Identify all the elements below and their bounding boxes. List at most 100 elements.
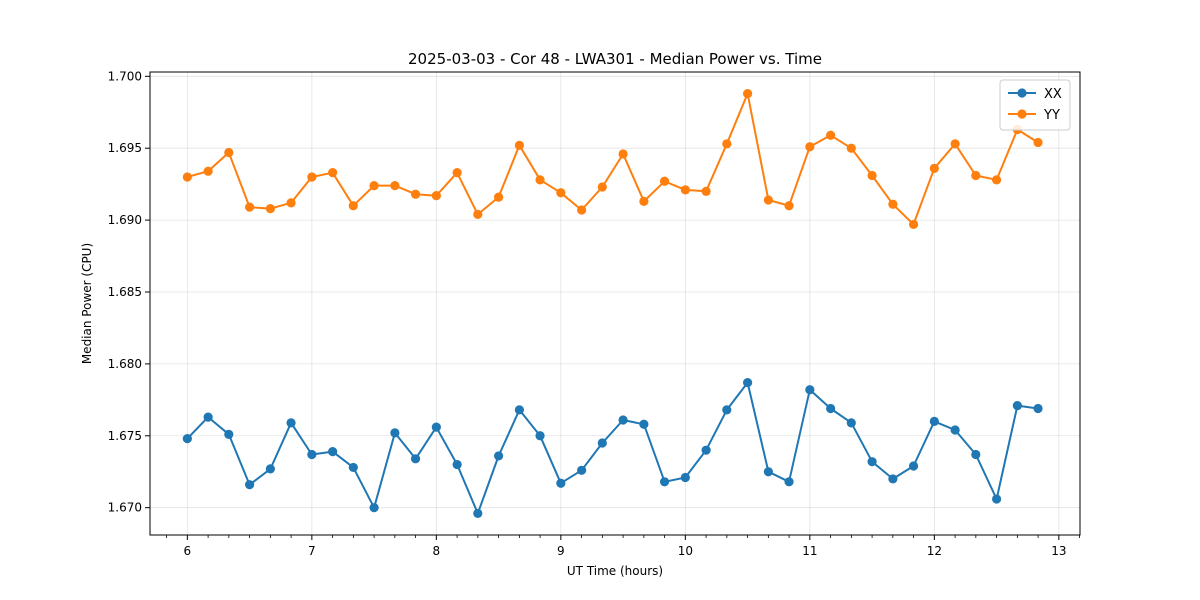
data-point-yy xyxy=(597,182,607,192)
data-point-xx xyxy=(244,480,255,490)
x-tick-label: 8 xyxy=(433,544,441,558)
data-point-yy xyxy=(971,170,981,181)
data-point-xx xyxy=(929,416,939,427)
data-point-xx xyxy=(659,477,670,487)
x-tick-label: 6 xyxy=(184,544,192,558)
data-point-xx xyxy=(203,412,213,422)
x-tick-label: 10 xyxy=(678,544,693,558)
data-point-yy xyxy=(224,147,234,158)
y-tick-label: 1.680 xyxy=(108,357,142,371)
legend: XX YY xyxy=(999,79,1071,131)
data-point-yy xyxy=(577,205,587,215)
data-point-yy xyxy=(348,201,358,211)
data-point-xx xyxy=(908,461,919,471)
data-point-xx xyxy=(950,425,960,435)
data-point-yy xyxy=(805,142,815,152)
data-point-yy xyxy=(473,209,483,219)
x-tick-label: 11 xyxy=(802,544,817,558)
legend-label-xx: XX xyxy=(1044,87,1062,102)
data-point-yy xyxy=(950,139,960,149)
data-point-yy xyxy=(618,149,628,159)
data-point-yy xyxy=(680,185,690,195)
data-point-xx xyxy=(826,403,836,414)
x-tick-label: 12 xyxy=(927,544,942,558)
data-point-xx xyxy=(618,415,628,425)
x-tick-label: 13 xyxy=(1051,544,1066,558)
data-point-xx xyxy=(680,472,690,483)
y-tick-label: 1.685 xyxy=(108,285,142,299)
data-point-xx xyxy=(722,405,732,415)
data-point-xx xyxy=(410,454,421,464)
data-point-yy xyxy=(203,166,213,176)
data-point-yy xyxy=(701,186,711,196)
data-point-xx xyxy=(805,385,815,395)
legend-marker-yy xyxy=(1017,109,1027,119)
data-point-yy xyxy=(286,198,296,208)
data-point-yy xyxy=(908,219,919,230)
plot-frame xyxy=(149,71,1081,536)
series-line-xx xyxy=(186,381,1039,515)
data-point-yy xyxy=(929,163,939,173)
y-tick-label: 1.670 xyxy=(108,501,142,515)
data-point-xx xyxy=(971,449,981,460)
data-point-xx xyxy=(701,445,711,455)
data-point-yy xyxy=(784,201,794,211)
data-point-xx xyxy=(535,431,545,441)
data-point-xx xyxy=(473,508,483,519)
data-point-xx xyxy=(286,418,296,428)
data-point-xx xyxy=(991,494,1002,504)
data-point-xx xyxy=(369,503,379,513)
data-point-xx xyxy=(307,449,317,460)
data-point-yy xyxy=(991,175,1002,185)
data-point-xx xyxy=(639,419,649,429)
y-tick-label: 1.690 xyxy=(108,213,142,227)
data-point-xx xyxy=(888,474,898,484)
data-point-xx xyxy=(265,464,275,474)
data-point-yy xyxy=(722,139,732,149)
data-point-yy xyxy=(265,203,275,214)
data-point-yy xyxy=(742,88,753,99)
legend-marker-xx xyxy=(1017,88,1027,98)
data-point-yy xyxy=(369,180,379,191)
data-point-xx xyxy=(556,478,566,488)
data-point-yy xyxy=(410,189,421,199)
legend-label-yy: YY xyxy=(1043,108,1060,123)
data-point-xx xyxy=(577,465,587,475)
data-point-xx xyxy=(1033,403,1043,414)
data-point-xx xyxy=(224,429,234,439)
grid xyxy=(150,72,1080,535)
x-tick-label: 9 xyxy=(557,544,565,558)
x-tick-label: 7 xyxy=(308,544,316,558)
plot-series xyxy=(182,88,1043,519)
data-point-yy xyxy=(1033,137,1043,148)
data-point-yy xyxy=(328,168,338,178)
data-point-xx xyxy=(493,451,504,461)
data-point-yy xyxy=(846,143,856,153)
chart-title: 2025-03-03 - Cor 48 - LWA301 - Median Po… xyxy=(408,50,822,68)
data-point-yy xyxy=(639,196,649,207)
data-point-yy xyxy=(452,168,462,178)
data-point-xx xyxy=(348,462,358,473)
data-point-xx xyxy=(742,377,753,388)
data-point-xx xyxy=(763,467,773,477)
x-axis-title: UT Time (hours) xyxy=(567,564,663,578)
data-point-yy xyxy=(867,170,877,181)
data-point-xx xyxy=(328,447,338,457)
data-point-xx xyxy=(452,459,462,470)
data-point-yy xyxy=(556,188,566,198)
data-point-yy xyxy=(514,140,524,150)
data-point-yy xyxy=(888,199,898,209)
data-point-yy xyxy=(763,195,773,205)
data-point-yy xyxy=(182,172,192,182)
data-point-xx xyxy=(390,428,400,438)
data-point-yy xyxy=(493,192,504,202)
data-point-yy xyxy=(826,130,836,140)
y-tick-label: 1.695 xyxy=(108,141,142,155)
data-point-xx xyxy=(431,422,441,432)
y-tick-label: 1.700 xyxy=(108,69,142,83)
data-point-yy xyxy=(307,172,317,182)
data-point-xx xyxy=(1012,400,1022,411)
data-point-xx xyxy=(867,457,877,467)
y-tick-label: 1.675 xyxy=(108,429,142,443)
